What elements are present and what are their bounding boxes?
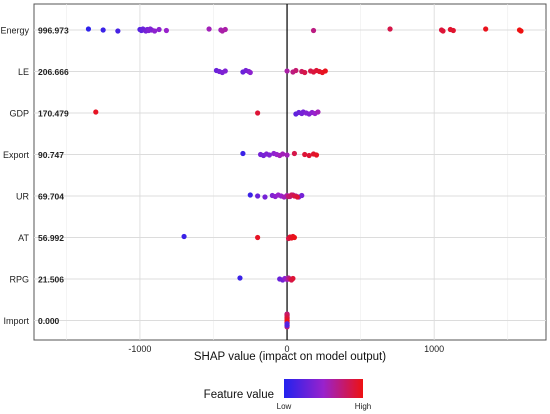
shap-point (222, 26, 228, 33)
feature-name-label: Import (3, 316, 29, 326)
shap-point (93, 109, 99, 115)
shap-point (240, 150, 246, 157)
feature-labels: Energy 996.973 LE 206.666 GDP 170.479 Export 90… (0, 26, 69, 327)
shap-point (266, 152, 273, 158)
shap-point (100, 27, 106, 33)
mean-abs-shap-label: 56.992 (38, 233, 64, 243)
x-tick-label: 0 (285, 344, 290, 354)
shap-point (450, 27, 456, 34)
shap-point (322, 68, 328, 74)
x-tick-labels: -1000 0 1000 (128, 344, 444, 354)
feature-name-label: RPG (9, 275, 29, 285)
mean-abs-shap-label: 69.704 (38, 192, 64, 202)
shap-point (152, 28, 158, 34)
shap-point (115, 28, 121, 34)
shap-point (291, 150, 298, 157)
shap-point (293, 67, 299, 74)
mean-abs-shap-label: 90.747 (38, 150, 64, 160)
shap-point (306, 152, 312, 159)
shap-point (280, 151, 286, 157)
shap-point (85, 26, 92, 32)
mean-abs-shap-label: 170.479 (38, 109, 69, 119)
shap-point (255, 193, 261, 199)
shap-point (315, 109, 321, 115)
mean-abs-shap-label: 206.666 (38, 67, 69, 77)
shap-point (290, 275, 296, 282)
feature-name-label: Energy (0, 26, 29, 36)
x-tick-label: -1000 (128, 344, 151, 354)
shap-point (440, 28, 446, 34)
shap-point (247, 69, 253, 76)
shap-point (302, 151, 308, 158)
shap-point (291, 234, 298, 241)
x-tick-label: 1000 (424, 344, 444, 354)
shap-point (181, 233, 187, 240)
feature-name-label: LE (18, 67, 29, 77)
legend-title: Feature value (204, 389, 274, 401)
feature-name-label: AT (18, 233, 29, 243)
shap-point (518, 28, 524, 34)
shap-point (262, 194, 268, 200)
shap-point (163, 27, 170, 34)
shap-point (294, 194, 300, 200)
shap-point (310, 27, 317, 34)
legend-high-label: High (355, 402, 371, 411)
feature-name-label: Export (3, 150, 30, 160)
shap-point (284, 152, 290, 158)
shap-point (302, 69, 308, 76)
shap-point (156, 26, 162, 33)
shap-point (483, 26, 489, 32)
panel-border (33, 3, 547, 341)
shap-point (206, 26, 212, 32)
shap-point (255, 234, 261, 241)
feature-name-label: GDP (9, 109, 29, 119)
feature-name-label: UR (16, 192, 29, 202)
points-layer (85, 26, 524, 330)
x-axis-title: SHAP value (impact on model output) (194, 351, 386, 363)
color-legend: Feature value Low High (204, 379, 371, 411)
shap-point (299, 192, 305, 199)
shap-point (313, 152, 320, 158)
shap-point (247, 192, 253, 198)
shap-point (284, 322, 290, 328)
legend-low-label: Low (277, 402, 292, 411)
shap-point (387, 26, 393, 32)
shap-point (222, 68, 228, 74)
mean-abs-shap-label: 0.000 (38, 316, 60, 326)
shap-point (255, 110, 261, 116)
mean-abs-shap-label: 996.973 (38, 26, 69, 36)
shap-point (284, 68, 290, 74)
shap-point (237, 275, 243, 281)
mean-abs-shap-label: 21.506 (38, 275, 64, 285)
legend-colorbar (284, 379, 363, 398)
